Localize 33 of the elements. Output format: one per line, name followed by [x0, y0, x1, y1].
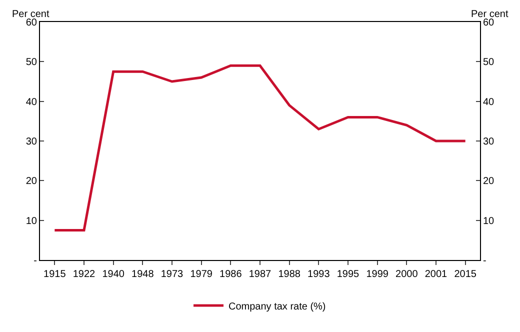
x-tick-label: 2015	[454, 269, 477, 280]
x-tick-label: 2001	[424, 269, 448, 280]
y2-tick-label: -	[483, 256, 486, 266]
y-tick-label: -	[34, 256, 37, 266]
x-tick-label: 1948	[132, 269, 154, 280]
x-tick-label: 1988	[278, 269, 301, 280]
x-tick-label: 2000	[396, 269, 418, 280]
y-tick-label: 50	[26, 57, 38, 68]
y-tick-label: 10	[26, 216, 38, 227]
y2-tick-label: 40	[483, 96, 495, 108]
y2-tick-label: 10	[483, 216, 495, 227]
y-axis-title: Per cent	[12, 9, 50, 20]
x-tick-label: 1993	[308, 269, 330, 280]
y2-tick-label: 20	[483, 176, 495, 188]
y2-tick-label: 60	[483, 18, 495, 28]
line-series	[53, 64, 467, 232]
x-tick-label: 1940	[102, 269, 125, 280]
y-tick-label: 40	[26, 96, 38, 108]
x-tick-label: 1973	[160, 269, 184, 280]
y2-tick-label: 30	[483, 136, 495, 148]
y-tick-label: 30	[26, 136, 38, 148]
x-tick-label: 1995	[336, 269, 360, 280]
legend-label: Company tax rate (%)	[228, 301, 326, 312]
y-tick-label: 20	[26, 176, 38, 188]
y2-tick-label: 50	[483, 57, 495, 68]
y2-axis-title: Per cent	[471, 9, 508, 20]
x-tick-label: 1979	[190, 269, 213, 280]
x-tick-label: 1999	[366, 269, 389, 280]
x-tick-label: 1986	[220, 269, 242, 280]
x-tick-label: 1915	[44, 269, 66, 280]
x-tick-label: 1922	[72, 269, 96, 280]
x-tick-label: 1987	[248, 269, 272, 280]
y-tick-label: 60	[26, 18, 38, 28]
